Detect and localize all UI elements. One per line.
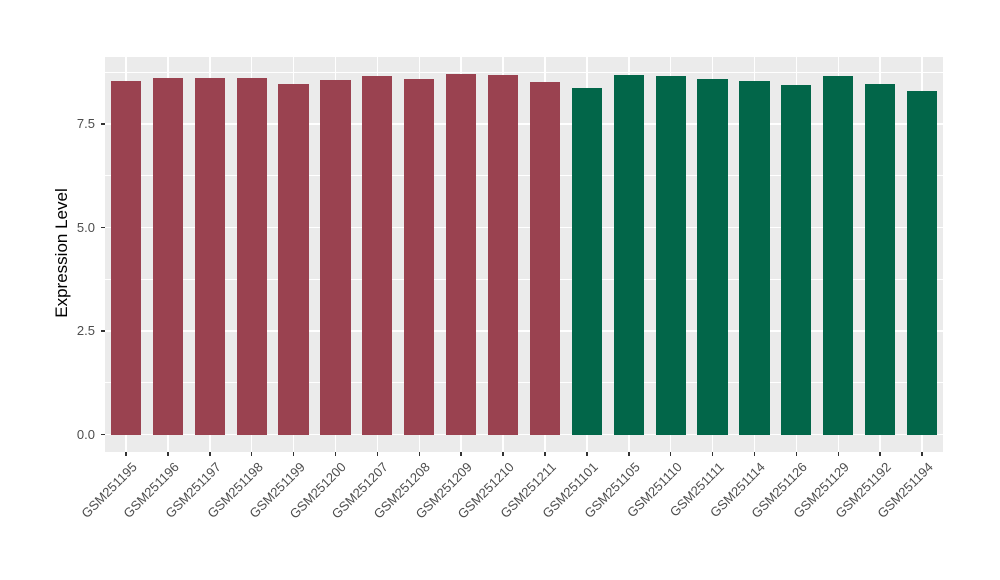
x-tick-mark (418, 452, 420, 456)
bar-GSM251199 (278, 84, 309, 435)
x-tick-mark (753, 452, 756, 456)
bar-GSM251129 (823, 76, 854, 435)
x-tick-mark (628, 452, 630, 456)
x-tick-mark (879, 452, 881, 456)
bar-GSM251209 (446, 74, 477, 435)
bar-GSM251211 (529, 81, 561, 435)
bar-GSM251195 (110, 81, 142, 435)
y-tick-label: 0.0 (76, 426, 95, 442)
x-tick-mark (586, 452, 588, 456)
gridline-major-y (105, 330, 943, 332)
x-tick-mark (250, 452, 253, 456)
plot-panel (105, 57, 943, 452)
x-tick-mark (837, 452, 839, 456)
y-tick-label: 5.0 (76, 219, 95, 235)
x-tick-mark (460, 452, 462, 456)
x-tick-mark (167, 452, 169, 456)
gridline-minor-y (105, 382, 943, 384)
y-tick-mark (101, 433, 105, 436)
y-axis-title: Expression Level (52, 188, 71, 318)
bar-GSM251114 (739, 80, 770, 435)
x-tick-mark (292, 452, 295, 456)
bar-GSM251105 (613, 75, 644, 435)
gridline-major-y (105, 433, 943, 436)
bar-GSM251198 (236, 78, 267, 435)
x-tick-mark (334, 452, 337, 456)
x-tick-mark (544, 452, 546, 456)
x-tick-mark (209, 452, 211, 456)
x-tick-mark (921, 452, 923, 456)
bar-GSM251111 (697, 78, 728, 435)
bar-GSM251197 (194, 78, 225, 435)
y-tick-label: 2.5 (76, 323, 95, 339)
x-tick-mark (502, 452, 504, 456)
bar-GSM251196 (152, 78, 183, 435)
gridline-minor-y (105, 278, 943, 280)
bar-GSM251200 (320, 80, 351, 435)
y-tick-mark (101, 330, 105, 332)
bar-GSM251194 (906, 90, 938, 435)
bar-GSM251101 (571, 87, 602, 435)
bar-GSM251208 (404, 78, 435, 435)
x-tick-mark (376, 452, 379, 456)
x-tick-mark (795, 452, 798, 456)
gridline-major-y (105, 123, 943, 125)
bar-GSM251192 (865, 84, 896, 435)
x-tick-mark (669, 452, 672, 456)
y-tick-mark (101, 123, 105, 125)
x-tick-mark (125, 452, 127, 456)
bar-GSM251210 (487, 75, 519, 435)
y-tick-label: 7.5 (76, 116, 95, 132)
y-tick-mark (101, 226, 105, 229)
gridline-minor-y (105, 175, 943, 177)
x-tick-mark (711, 452, 714, 456)
bar-GSM251110 (655, 76, 686, 435)
bar-GSM251207 (362, 76, 393, 435)
gridline-major-y (105, 226, 943, 229)
bar-GSM251126 (781, 84, 812, 435)
gridline-minor-y (105, 71, 943, 73)
